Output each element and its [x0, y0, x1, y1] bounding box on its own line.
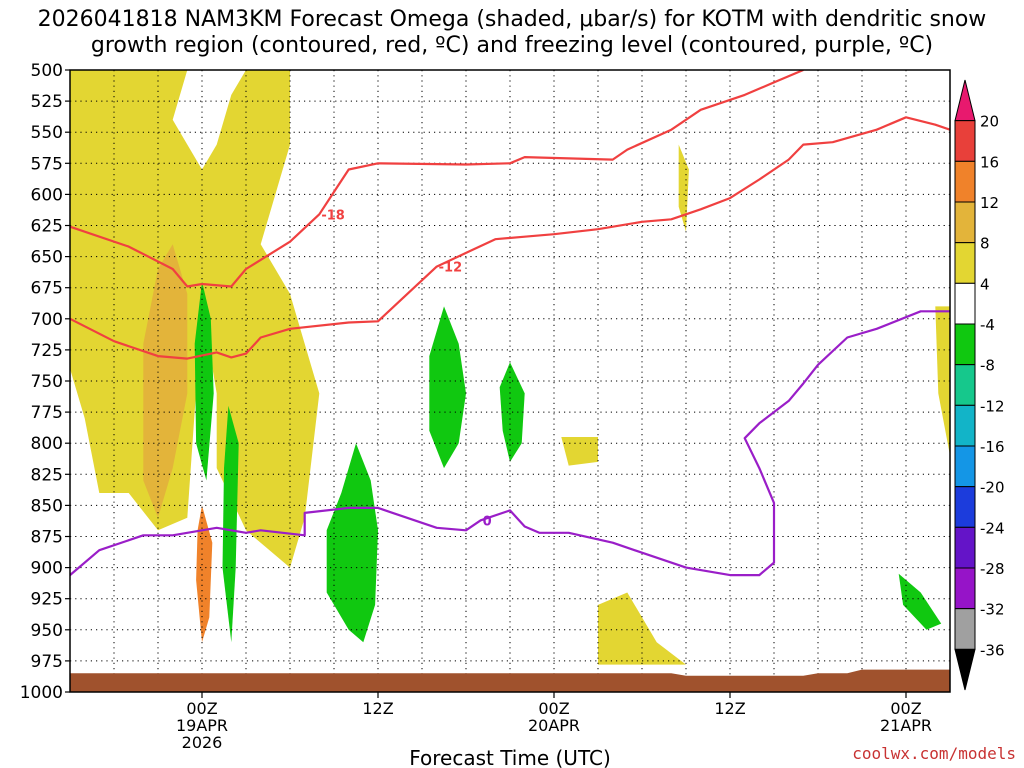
x-tick-label: 12Z [362, 699, 393, 718]
y-tick-label: 825 [31, 465, 63, 485]
x-tick-label: 00Z [890, 699, 921, 718]
colorbar-segment [954, 526, 976, 569]
colorbar-segment [954, 608, 976, 650]
colorbar-label: 8 [980, 235, 990, 253]
y-tick-label: 500 [31, 61, 63, 81]
omega-region-sinking-mid-2 [429, 306, 466, 469]
y-tick-label: 675 [31, 279, 63, 299]
omega-region-rising-4to8-west [70, 70, 320, 568]
colorbar-segment [954, 364, 976, 406]
credit-text: coolwx.com/models [852, 744, 1016, 763]
colorbar-segment [954, 486, 976, 528]
colorbar-segment [954, 404, 976, 447]
colorbar-segment [954, 323, 976, 366]
colorbar-segment [954, 567, 976, 610]
y-tick-label: 525 [31, 92, 63, 112]
contours-group: -18 -12 0 [70, 70, 950, 577]
colorbar-label: 20 [980, 113, 999, 131]
terrain-group [70, 669, 950, 692]
y-tick-label: 875 [31, 528, 63, 548]
colorbar-segment [954, 242, 976, 284]
colorbar-segment [954, 282, 976, 325]
y-tick-label: 1000 [20, 683, 63, 703]
omega-region-rising-low-east [561, 437, 598, 466]
omega-region-sinking-minus4-column [222, 405, 239, 643]
y-axis: 500 525 550 575 600 625 650 675 700 725 750 775 800 8… [20, 61, 70, 703]
terrain-band [70, 669, 950, 692]
colorbar-segment [954, 160, 976, 203]
colorbar-cap-top [954, 79, 976, 122]
x-axis-label: Forecast Time (UTC) [409, 746, 611, 768]
y-tick-label: 925 [31, 590, 63, 610]
x-tick-label: 21APR [880, 716, 932, 735]
y-tick-label: 725 [31, 341, 63, 361]
omega-region-rising-lower [598, 592, 686, 665]
colorbar-label: 12 [980, 194, 999, 212]
omega-region-sinking-east [898, 573, 942, 630]
colorbar-label: -20 [980, 479, 1005, 497]
y-tick-label: 900 [31, 559, 63, 579]
y-tick-label: 750 [31, 372, 63, 392]
colorbar-cap-bottom [954, 648, 976, 691]
y-tick-label: 950 [31, 621, 63, 641]
x-tick-label: 12Z [714, 699, 745, 718]
y-tick-label: 550 [31, 123, 63, 143]
colorbar-label: -36 [980, 641, 1005, 659]
y-tick-label: 850 [31, 496, 63, 516]
contour-label-dgz-minus12: -12 [439, 261, 463, 276]
gridlines [70, 70, 950, 692]
omega-shading-group [70, 70, 950, 665]
colorbar-label: 4 [980, 275, 990, 293]
colorbar: 20 16 12 8 4 -4 -8 -12 -16 -20 -24 -28 -32 -36 [954, 79, 1005, 691]
contour-dgz-minus18 [70, 70, 804, 288]
colorbar-label: -24 [980, 519, 1005, 537]
contour-dgz-minus12 [70, 116, 950, 360]
contour-freezing-level [70, 310, 950, 577]
colorbar-label: -16 [980, 438, 1005, 456]
colorbar-label: -8 [980, 357, 995, 375]
omega-region-sinking-minus4-core [194, 281, 214, 481]
chart-title-line-1: 2026041818 NAM3KM Forecast Omega (shaded… [37, 7, 987, 32]
y-tick-label: 650 [31, 248, 63, 268]
contour-label-freezing-level: 0 [483, 514, 492, 529]
colorbar-segment [954, 120, 976, 162]
chart-title-line-2: growth region (contoured, red, ºC) and f… [90, 33, 934, 58]
y-tick-label: 975 [31, 652, 63, 672]
omega-region-rising-12-column [196, 505, 213, 643]
colorbar-segment [954, 445, 976, 488]
omega-region-sinking-mid-1 [326, 443, 378, 643]
y-tick-label: 775 [31, 403, 63, 423]
y-tick-label: 800 [31, 434, 63, 454]
x-tick-label: 2026 [182, 733, 223, 752]
x-tick-label: 00Z [186, 699, 217, 718]
contour-label-dgz-minus18: -18 [321, 208, 345, 223]
colorbar-label: -32 [980, 601, 1005, 619]
x-tick-label: 20APR [528, 716, 580, 735]
y-tick-label: 575 [31, 154, 63, 174]
colorbar-label: -28 [980, 560, 1005, 578]
y-tick-label: 600 [31, 185, 63, 205]
colorbar-segment [954, 201, 976, 244]
omega-region-rising-near-18z [678, 144, 689, 232]
x-tick-label: 00Z [538, 699, 569, 718]
y-tick-label: 700 [31, 310, 63, 330]
omega-region-rising-east [935, 306, 950, 456]
omega-region-rising-8to12-core [143, 244, 188, 518]
x-tick-label: 19APR [176, 716, 228, 735]
y-tick-label: 625 [31, 217, 63, 237]
colorbar-label: 16 [980, 153, 999, 171]
colorbar-label: -12 [980, 397, 1005, 415]
colorbar-label: -4 [980, 316, 995, 334]
